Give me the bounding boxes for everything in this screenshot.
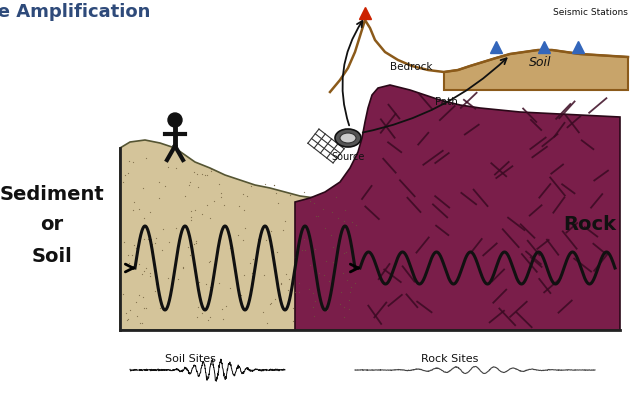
Text: Soil: Soil xyxy=(529,55,551,69)
Text: Sediment
or
Soil: Sediment or Soil xyxy=(0,185,104,265)
Text: Soil Sites: Soil Sites xyxy=(164,354,215,364)
Text: Rock Sites: Rock Sites xyxy=(421,354,478,364)
Ellipse shape xyxy=(335,129,361,147)
Text: Seismic Stations: Seismic Stations xyxy=(553,8,628,17)
Polygon shape xyxy=(120,140,360,330)
Text: Path: Path xyxy=(435,97,458,107)
Polygon shape xyxy=(444,50,628,90)
Circle shape xyxy=(168,113,182,127)
Polygon shape xyxy=(295,85,620,330)
Text: Bedrock: Bedrock xyxy=(390,62,433,72)
Ellipse shape xyxy=(340,133,356,143)
Text: Rock: Rock xyxy=(564,215,617,234)
Text: Source: Source xyxy=(331,152,365,162)
Text: Site Amplification: Site Amplification xyxy=(0,3,150,21)
